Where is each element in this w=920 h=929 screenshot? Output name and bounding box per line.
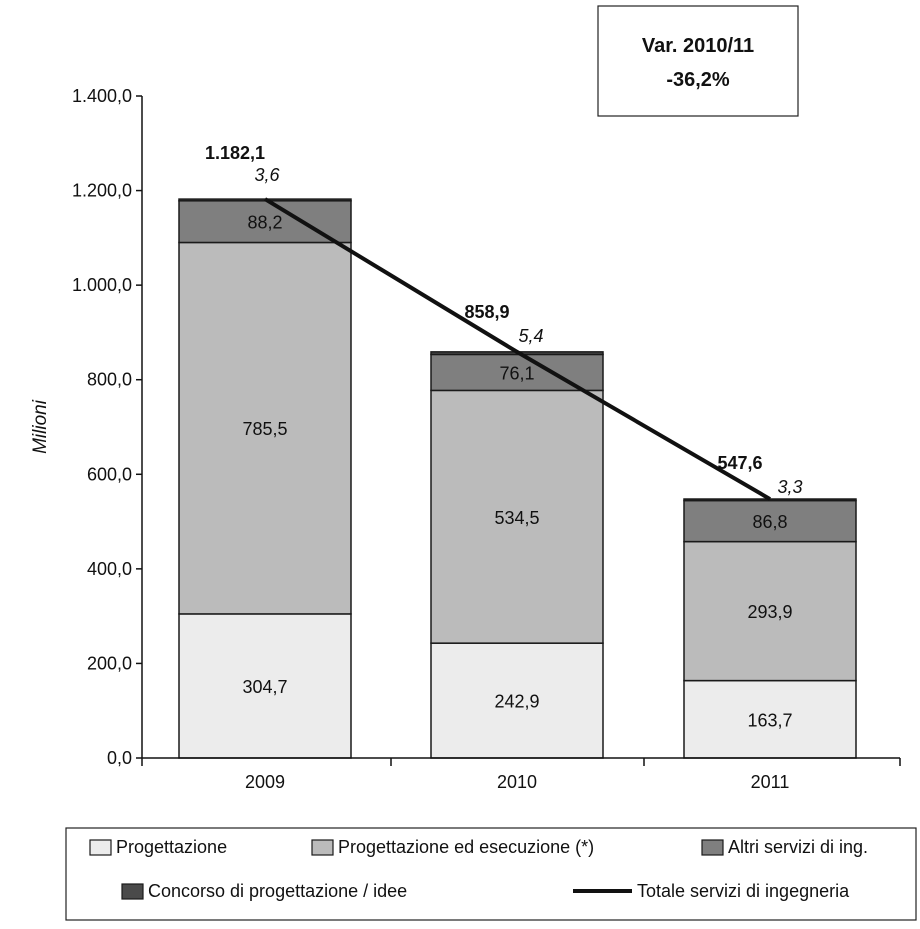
y-tick-label: 1.000,0 xyxy=(72,275,132,295)
y-tick-label: 1.400,0 xyxy=(72,86,132,106)
y-tick-label: 400,0 xyxy=(87,559,132,579)
segment-value-label: 293,9 xyxy=(747,602,792,622)
x-tick-label: 2009 xyxy=(245,772,285,792)
legend-layer: Progettazione Progettazione ed esecuzione… xyxy=(65,827,917,921)
bar-segment-2011-1 xyxy=(683,540,857,682)
total-line xyxy=(263,197,772,501)
concorso-value-label: 3,3 xyxy=(777,477,802,497)
total-value-label: 858,9 xyxy=(464,302,509,322)
annotation-title: Var. 2010/11 xyxy=(642,35,754,57)
segment-value-label: 76,1 xyxy=(499,363,534,383)
total-value-label: 1.182,1 xyxy=(205,143,265,163)
segment-value-label: 534,5 xyxy=(494,508,539,528)
axis-layer: 0,0 200,0 400,0 600,0 800,0 1.000,0 1.200,0 1.4… xyxy=(30,86,901,792)
legend-label: Altri servizi di ing. xyxy=(728,837,868,857)
segment-value-label: 785,5 xyxy=(242,419,287,439)
annotation-layer: Var. 2010/11 -36,2% xyxy=(597,5,799,117)
legend-label: Progettazione ed esecuzione (*) xyxy=(338,837,594,857)
y-tick-label: 600,0 xyxy=(87,464,132,484)
bars-layer: 304,7 785,5 88,2 242,9 534,5 76,1 163,7 293,9 86… xyxy=(178,198,857,759)
legend-swatch xyxy=(701,839,724,856)
bar-segment-2011-3 xyxy=(683,498,857,502)
legend-box xyxy=(65,827,917,921)
x-tick-label: 2011 xyxy=(751,772,790,792)
y-tick-label: 0,0 xyxy=(107,748,132,768)
y-axis-title: Milioni xyxy=(30,399,51,454)
y-tick-label: 1.200,0 xyxy=(72,181,132,201)
segment-value-label: 242,9 xyxy=(494,692,539,712)
x-tick-label: 2010 xyxy=(497,772,537,792)
bar-segment-2011-2 xyxy=(683,499,857,543)
annotation-box xyxy=(597,5,799,117)
legend-label: Concorso di progettazione / idee xyxy=(148,881,407,901)
segment-value-label: 88,2 xyxy=(247,213,282,233)
concorso-value-label: 3,6 xyxy=(254,165,280,185)
segment-value-label: 304,7 xyxy=(242,677,287,697)
line-layer: 1.182,13,6 858,9 5,4 547,6 3,3 xyxy=(205,143,803,501)
bar-segment-2009-0 xyxy=(178,613,352,759)
annotation-value: -36,2% xyxy=(666,69,730,91)
legend-label: Progettazione xyxy=(116,837,227,857)
legend-swatch xyxy=(121,883,144,900)
legend-swatch xyxy=(89,839,112,856)
segment-value-label: 163,7 xyxy=(747,710,792,730)
total-value-label: 547,6 xyxy=(717,453,762,473)
y-tick-label: 200,0 xyxy=(87,653,132,673)
segment-value-label: 86,8 xyxy=(752,512,787,532)
bar-segment-2010-0 xyxy=(430,642,604,759)
legend-swatch xyxy=(311,839,334,856)
concorso-value-label: 5,4 xyxy=(518,326,543,346)
bar-segment-2009-1 xyxy=(178,241,352,615)
y-tick-label: 800,0 xyxy=(87,370,132,390)
legend-label: Totale servizi di ingegneria xyxy=(637,881,850,901)
